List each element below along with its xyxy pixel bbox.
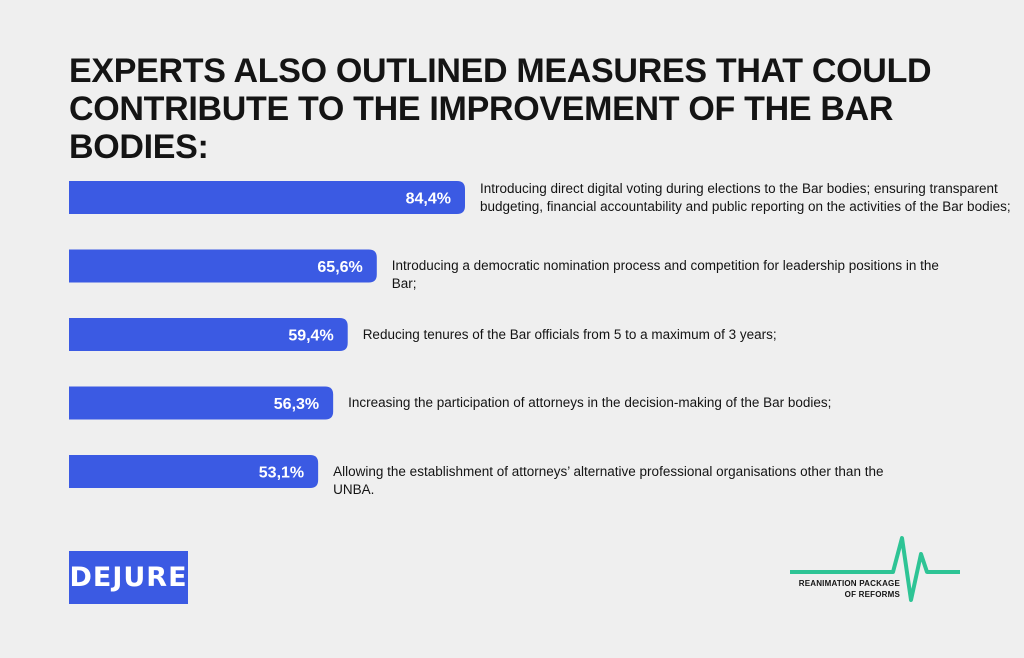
bar-value-label-2: 65,6% bbox=[317, 259, 362, 276]
bar-description-3: Reducing tenures of the Bar officials fr… bbox=[363, 326, 923, 344]
bar-1: 84,4% bbox=[69, 181, 465, 214]
bar-description-2: Introducing a democratic nomination proc… bbox=[392, 257, 952, 293]
reanimation-line-1: REANIMATION PACKAGE bbox=[798, 579, 900, 588]
bar-rect-3 bbox=[69, 318, 348, 351]
bar-value-label-4: 56,3% bbox=[274, 396, 319, 413]
heartbeat-pulse-icon bbox=[790, 536, 960, 602]
bar-rect-1 bbox=[69, 181, 465, 214]
bar-5: 53,1% bbox=[69, 455, 319, 488]
bar-value-label-1: 84,4% bbox=[406, 191, 451, 208]
chart-title-line-1: EXPERTS ALSO OUTLINED MEASURES THAT COUL… bbox=[69, 52, 932, 90]
bar-value-label-5: 53,1% bbox=[259, 465, 304, 482]
bar-description-5: Allowing the establishment of attorneys’… bbox=[333, 463, 893, 499]
dejure-logo: DEJURE bbox=[69, 551, 188, 604]
bar-rect-2 bbox=[69, 249, 377, 283]
bar-description-1-line-2: budgeting, financial accountability and … bbox=[480, 198, 1011, 214]
bar-rect-5 bbox=[69, 455, 319, 488]
bar-value-label-3: 59,4% bbox=[288, 328, 333, 345]
bar-description-2-line-1: Introducing a democratic nomination proc… bbox=[391, 258, 939, 291]
bar-description-4: Increasing the participation of attorney… bbox=[348, 394, 908, 412]
dejure-logo-text: DEJURE bbox=[69, 562, 188, 593]
reanimation-line-2: OF REFORMS bbox=[844, 590, 900, 599]
bar-description-1: Introducing direct digital voting during… bbox=[480, 180, 1024, 216]
reanimation-package-logo: REANIMATION PACKAGE OF REFORMS bbox=[790, 578, 900, 600]
chart-title: EXPERTS ALSO OUTLINED MEASURES THAT COUL… bbox=[69, 52, 969, 166]
bar-4: 56,3% bbox=[69, 386, 334, 420]
chart-title-line-2: CONTRIBUTE TO THE IMPROVEMENT OF THE BAR… bbox=[69, 90, 894, 166]
bar-rect-4 bbox=[69, 386, 334, 420]
bar-description-1-line-1: Introducing direct digital voting during… bbox=[480, 180, 998, 196]
bar-description-5-line-1: Allowing the establishment of attorneys’… bbox=[333, 463, 884, 497]
bar-2: 65,6% bbox=[69, 249, 377, 283]
bar-description-3-line-1: Reducing tenures of the Bar officials fr… bbox=[362, 326, 777, 342]
bar-description-4-line-1: Increasing the participation of attorney… bbox=[348, 395, 832, 410]
bar-3: 59,4% bbox=[69, 318, 348, 351]
